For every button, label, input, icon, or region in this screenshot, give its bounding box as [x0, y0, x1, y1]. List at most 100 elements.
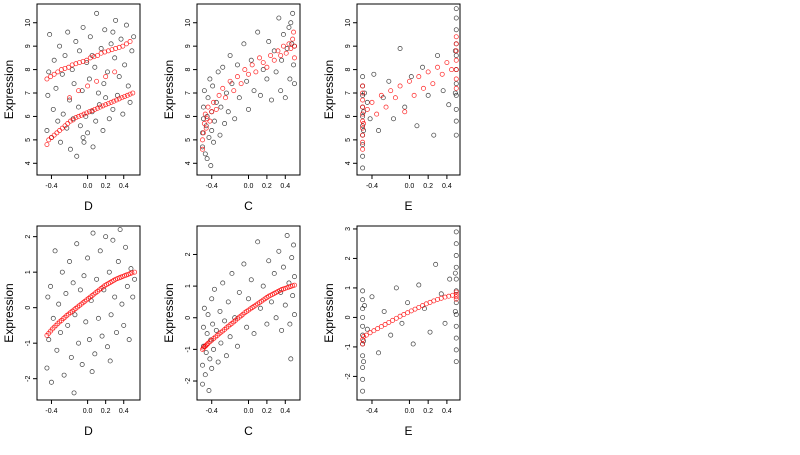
- data-point: [79, 88, 85, 94]
- observed-points: [200, 233, 297, 393]
- data-point: [271, 57, 277, 63]
- data-point: [371, 71, 377, 77]
- data-point: [113, 17, 119, 23]
- y-tick-label: 1: [25, 270, 32, 274]
- data-point: [416, 74, 422, 80]
- data-point: [360, 165, 366, 171]
- data-point: [207, 76, 213, 82]
- data-point: [402, 104, 408, 110]
- data-point: [213, 106, 219, 112]
- data-point: [402, 109, 408, 115]
- data-point: [112, 55, 118, 61]
- x-tick-label: 0.0: [244, 408, 254, 415]
- data-point: [204, 331, 210, 337]
- data-point: [67, 118, 73, 124]
- data-point: [97, 248, 103, 254]
- data-point: [128, 266, 134, 272]
- data-point: [442, 320, 448, 326]
- data-point: [292, 81, 297, 87]
- data-point: [89, 369, 95, 375]
- data-point: [449, 67, 455, 73]
- data-point: [54, 347, 60, 353]
- data-point: [200, 381, 205, 387]
- data-point: [86, 337, 92, 343]
- y-tick-label: 7: [345, 91, 352, 95]
- data-point: [123, 22, 129, 28]
- x-tick-label: 0.0: [405, 183, 415, 190]
- data-point: [100, 103, 106, 109]
- data-point: [205, 95, 211, 101]
- data-point: [393, 285, 399, 291]
- data-point: [123, 244, 128, 250]
- data-point: [290, 10, 296, 16]
- data-point: [241, 41, 247, 47]
- data-point: [264, 64, 270, 70]
- data-point: [59, 125, 65, 131]
- data-point: [202, 111, 208, 117]
- data-point: [205, 312, 211, 318]
- y-tick-label: -2: [345, 373, 352, 379]
- data-point: [110, 29, 116, 35]
- data-point: [453, 118, 459, 124]
- data-point: [411, 92, 417, 98]
- y-axis-label: Expression: [162, 283, 176, 342]
- data-point: [121, 322, 127, 328]
- data-point: [453, 81, 459, 87]
- data-point: [360, 353, 366, 359]
- data-point: [286, 24, 292, 30]
- data-point: [223, 353, 229, 359]
- data-point: [119, 301, 125, 307]
- y-tick-label: 0: [25, 306, 32, 310]
- data-point: [57, 128, 63, 133]
- data-point: [55, 69, 61, 75]
- data-point: [222, 318, 228, 324]
- data-point: [453, 92, 459, 98]
- data-point: [453, 347, 459, 353]
- data-point: [279, 327, 285, 333]
- data-point: [126, 337, 132, 343]
- data-point: [48, 74, 54, 80]
- data-point: [391, 116, 396, 122]
- data-point: [81, 139, 87, 145]
- data-point: [76, 88, 82, 94]
- data-point: [61, 372, 67, 378]
- data-point: [201, 305, 207, 311]
- data-point: [290, 293, 296, 299]
- data-point: [360, 97, 366, 103]
- y-axis-label: Expression: [322, 283, 336, 342]
- data-point: [52, 248, 58, 254]
- fitted-points: [360, 289, 459, 347]
- data-point: [278, 88, 284, 94]
- plot-frame: [36, 225, 141, 401]
- data-point: [203, 125, 209, 131]
- x-axis-label: D: [84, 424, 93, 438]
- y-tick-label: 8: [25, 68, 32, 72]
- data-point: [220, 85, 226, 91]
- y-tick-label: 5: [25, 138, 32, 142]
- data-point: [446, 102, 452, 108]
- data-point: [362, 303, 367, 309]
- data-point: [69, 67, 75, 73]
- data-point: [287, 321, 293, 327]
- data-point: [102, 27, 108, 33]
- data-point: [110, 106, 116, 112]
- x-tick-label: 0.2: [262, 408, 272, 415]
- data-point: [269, 97, 274, 103]
- data-point: [453, 241, 459, 247]
- data-point: [453, 53, 459, 58]
- data-point: [129, 270, 135, 276]
- data-point: [453, 294, 459, 300]
- data-point: [452, 309, 458, 314]
- x-axis-label: C: [244, 199, 253, 213]
- data-point: [51, 71, 57, 77]
- data-point: [260, 67, 266, 73]
- data-point: [227, 53, 233, 58]
- data-point: [360, 365, 366, 371]
- plot-frame: [36, 3, 141, 176]
- data-point: [110, 237, 116, 243]
- data-point: [453, 289, 459, 295]
- y-tick-label: 4: [185, 161, 192, 165]
- data-point: [378, 92, 384, 98]
- data-point: [81, 111, 87, 117]
- data-point: [408, 74, 414, 80]
